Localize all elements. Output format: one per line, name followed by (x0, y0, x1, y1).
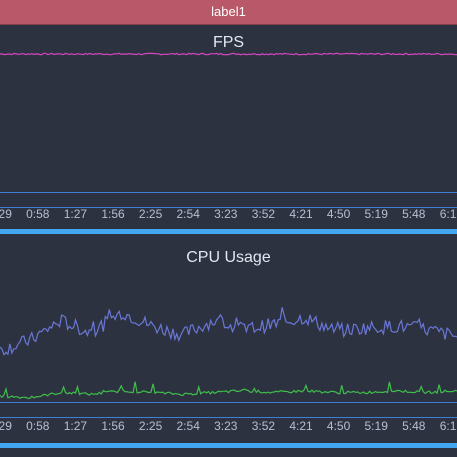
cpu-tick-label: 1:56 (101, 419, 125, 433)
fps-tick-label: 6:17 (439, 207, 457, 221)
fps-tick-label: 3:52 (251, 207, 276, 221)
fps-tick-label: 4:21 (289, 207, 313, 221)
cpu-tick-label: 0:29 (0, 419, 12, 433)
cpu-tick-label: 4:21 (289, 419, 313, 433)
fps-tick-label: 1:56 (101, 207, 125, 221)
fps-scrollbar[interactable] (0, 229, 457, 234)
fps-tick-label: 4:50 (326, 207, 351, 221)
cpu-tick-label: 6:17 (439, 419, 457, 433)
fps-series-line (0, 52, 457, 56)
fps-tick-label: 3:23 (214, 207, 238, 221)
cpu-tick-label: 2:25 (138, 419, 163, 433)
cpu-tick-label: 5:19 (364, 419, 388, 433)
cpu-series-line-1 (0, 307, 457, 356)
fps-tick-label: 2:25 (138, 207, 163, 221)
fps-tick-label: 5:48 (402, 207, 426, 221)
cpu-tick-label: 3:52 (251, 419, 276, 433)
cpu-tick-label: 3:23 (214, 419, 238, 433)
fps-chart (0, 52, 457, 56)
fps-title: FPS (212, 34, 245, 51)
label-bar: label1 (0, 0, 457, 25)
cpu-tick-label: 2:54 (176, 419, 200, 433)
fps-tick-label: 1:27 (63, 207, 88, 221)
cpu-axis-box (0, 402, 457, 418)
fps-tick-label: 0:29 (0, 207, 12, 221)
cpu-chart (0, 307, 457, 400)
cpu-x-axis: 0:29 0:58 1:27 1:56 2:25 2:54 3:23 3:52 4:21 4:50… (0, 419, 457, 435)
cpu-series-line-2 (0, 381, 457, 400)
fps-axis-box (0, 192, 457, 208)
fps-x-axis: 0:29 0:58 1:27 1:56 2:25 2:54 3:23 3:52 4:21 4:50… (0, 207, 457, 223)
fps-tick-label: 0:58 (26, 207, 50, 221)
cpu-tick-label: 5:48 (402, 419, 426, 433)
fps-panel: FPS 0:29 0:58 1:27 1:56 2:25 2:54 3:23 3:52 4:21… (0, 24, 457, 239)
cpu-scrollbar[interactable] (0, 443, 457, 448)
cpu-tick-label: 1:27 (63, 419, 88, 433)
cpu-title: CPU Usage (186, 249, 271, 266)
cpu-panel: CPU Usage 0:29 0:58 1:27 1:56 2:25 2:54 3:23 3:… (0, 239, 457, 457)
fps-tick-label: 2:54 (176, 207, 200, 221)
cpu-tick-label: 0:58 (26, 419, 50, 433)
cpu-tick-label: 4:50 (326, 419, 351, 433)
fps-tick-label: 5:19 (364, 207, 388, 221)
